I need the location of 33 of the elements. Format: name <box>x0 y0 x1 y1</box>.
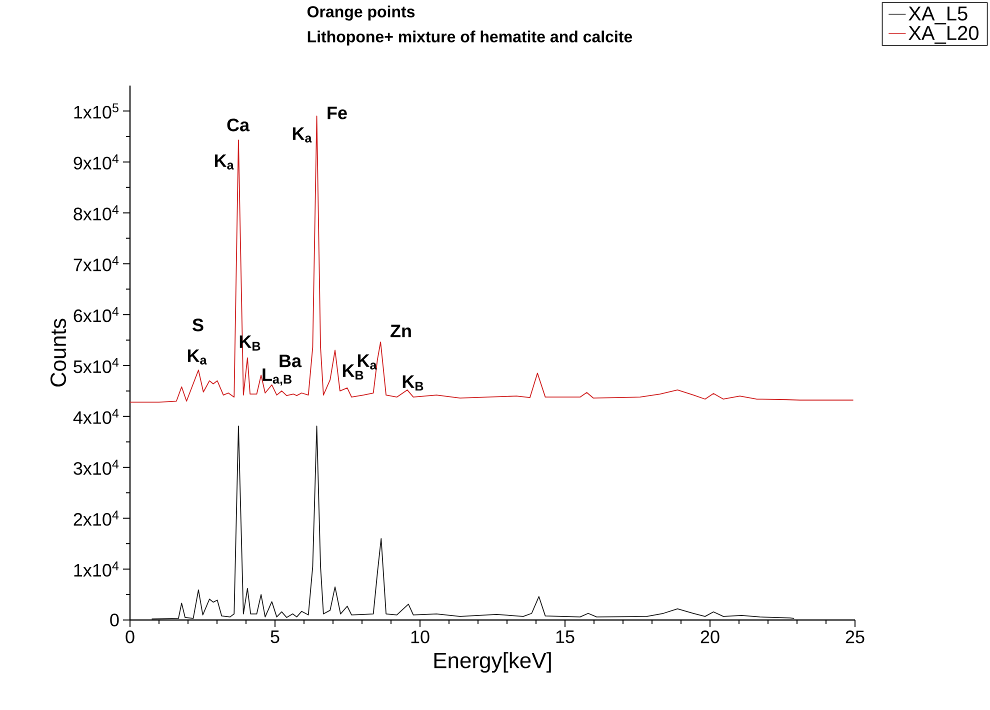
annotation: K$_{a}$ <box>214 154 234 170</box>
y-tick-label: 2x10$^{4}$ <box>74 510 119 526</box>
y-tick-label: 7x10$^{4}$ <box>74 256 119 272</box>
annotation: S <box>192 318 204 332</box>
y-tick-label: 6x10$^{4}$ <box>74 307 119 322</box>
y-tick-label: 8x10$^{4}$ <box>74 205 119 220</box>
x-tick-label: 20 <box>700 630 720 644</box>
x-tick-label: 0 <box>126 630 134 644</box>
x-axis-title: Energy[keV] <box>434 652 551 673</box>
chart-subtitle: Lithopone+ mixture of hematite and calcite <box>308 30 632 46</box>
x-tick-label: 15 <box>556 630 574 644</box>
annotation: Fe <box>328 106 347 120</box>
y-tick-label: 4x10$^{4}$ <box>73 408 119 424</box>
annotation: K$_{B}$ <box>402 375 424 391</box>
annotation: Zn <box>390 324 411 338</box>
y-tick-label: 1x10$^{5}$ <box>74 103 118 119</box>
annotation: Ba <box>280 354 302 368</box>
y-axis-title: Counts <box>50 318 66 387</box>
x-tick-label: 25 <box>846 630 864 644</box>
legend-label: XA_L5 <box>908 6 968 24</box>
annotation: K$_{a}$ <box>292 127 312 143</box>
chart-title: Orange points <box>307 6 415 21</box>
annotation: K$_{a}$ <box>188 349 207 365</box>
y-tick-label: 1x10$^{4}$ <box>74 562 119 577</box>
y-tick-label: 9x10$^{4}$ <box>74 154 119 170</box>
annotation: Ca <box>227 118 250 132</box>
x-tick-label: 10 <box>411 630 430 644</box>
y-tick-label: 0 <box>110 614 119 626</box>
y-tick-label: 3x10$^{4}$ <box>74 460 119 475</box>
x-tick-label: 5 <box>270 630 280 644</box>
annotation: L$_{a,B}$ <box>262 368 292 386</box>
legend-label: XA_L20 <box>908 26 978 44</box>
y-tick-label: 5x10$^{4}$ <box>74 358 119 374</box>
